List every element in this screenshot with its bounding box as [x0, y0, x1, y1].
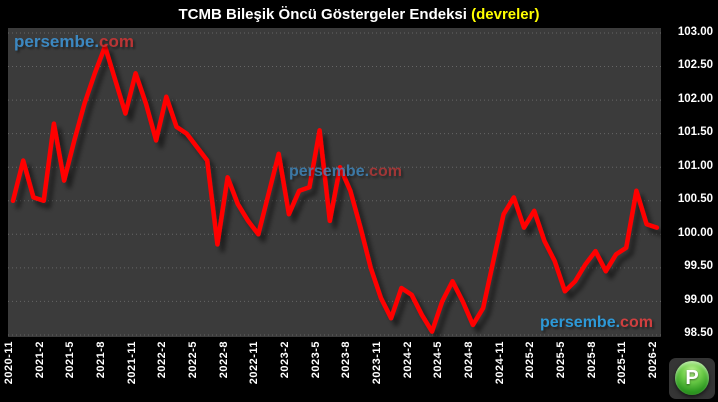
watermark-name: persembe.	[14, 32, 100, 51]
watermark-tld: com	[369, 163, 402, 180]
x-tick-label: 2022-11	[248, 341, 261, 385]
x-tick-label: 2025-2	[524, 341, 537, 379]
persembe-logo-icon: P	[675, 361, 709, 395]
x-tick-label: 2021-8	[94, 341, 107, 379]
chart-title: TCMB Bileşik Öncü Göstergeler Endeksi (d…	[0, 3, 718, 27]
x-tick-label: 2024-11	[493, 341, 506, 385]
watermark-tld: com	[620, 314, 653, 331]
x-tick-label: 2021-11	[125, 341, 138, 385]
x-tick-label: 2021-5	[64, 341, 77, 379]
x-tick-label: 2024-5	[432, 341, 445, 379]
x-tick-label: 2022-2	[156, 341, 169, 379]
chart-title-main: TCMB Bileşik Öncü Göstergeler Endeksi	[178, 6, 467, 23]
x-tick-label: 2025-11	[616, 341, 629, 385]
chart-title-suffix: (devreler)	[471, 6, 540, 23]
x-tick-label: 2023-2	[278, 341, 291, 379]
x-tick-label: 2026-2	[646, 341, 659, 379]
y-tick-label: 101.00	[677, 159, 713, 172]
watermark-name: persembe.	[289, 163, 370, 180]
x-tick-label: 2022-8	[217, 341, 230, 379]
watermark-tld: com	[99, 32, 135, 51]
watermark-bottom-right: persembe.com	[540, 314, 653, 332]
y-tick-label: 100.00	[677, 226, 713, 239]
x-tick-label: 2025-8	[585, 341, 598, 379]
line-chart-svg	[8, 32, 661, 336]
plot-area: persembe.com persembe.com persembe.com	[8, 28, 661, 337]
x-tick-label: 2020-11	[3, 341, 15, 385]
x-tick-label: 2024-8	[462, 341, 475, 379]
persembe-logo-plate: P	[669, 358, 715, 399]
x-tick-label: 2022-5	[186, 341, 199, 379]
y-tick-label: 101.50	[677, 126, 713, 139]
watermark-name: persembe.	[540, 314, 621, 331]
y-tick-label: 98.50	[684, 327, 713, 340]
x-tick-label: 2025-5	[554, 341, 567, 379]
y-tick-label: 99.00	[684, 293, 713, 306]
x-tick-label: 2023-11	[370, 341, 383, 385]
y-tick-label: 102.00	[677, 92, 713, 105]
x-tick-label: 2021-2	[33, 341, 46, 379]
watermark-center: persembe.com	[289, 163, 402, 181]
x-tick-label: 2023-5	[309, 341, 322, 379]
data-series-line	[10, 44, 660, 334]
x-tick-label: 2024-2	[401, 341, 414, 379]
y-tick-label: 100.50	[677, 193, 713, 206]
y-tick-label: 103.00	[677, 25, 713, 38]
x-tick-label: 2023-8	[340, 341, 353, 379]
y-tick-label: 102.50	[677, 59, 713, 72]
watermark-top-left: persembe.com	[14, 32, 134, 52]
y-tick-label: 99.50	[684, 260, 713, 273]
